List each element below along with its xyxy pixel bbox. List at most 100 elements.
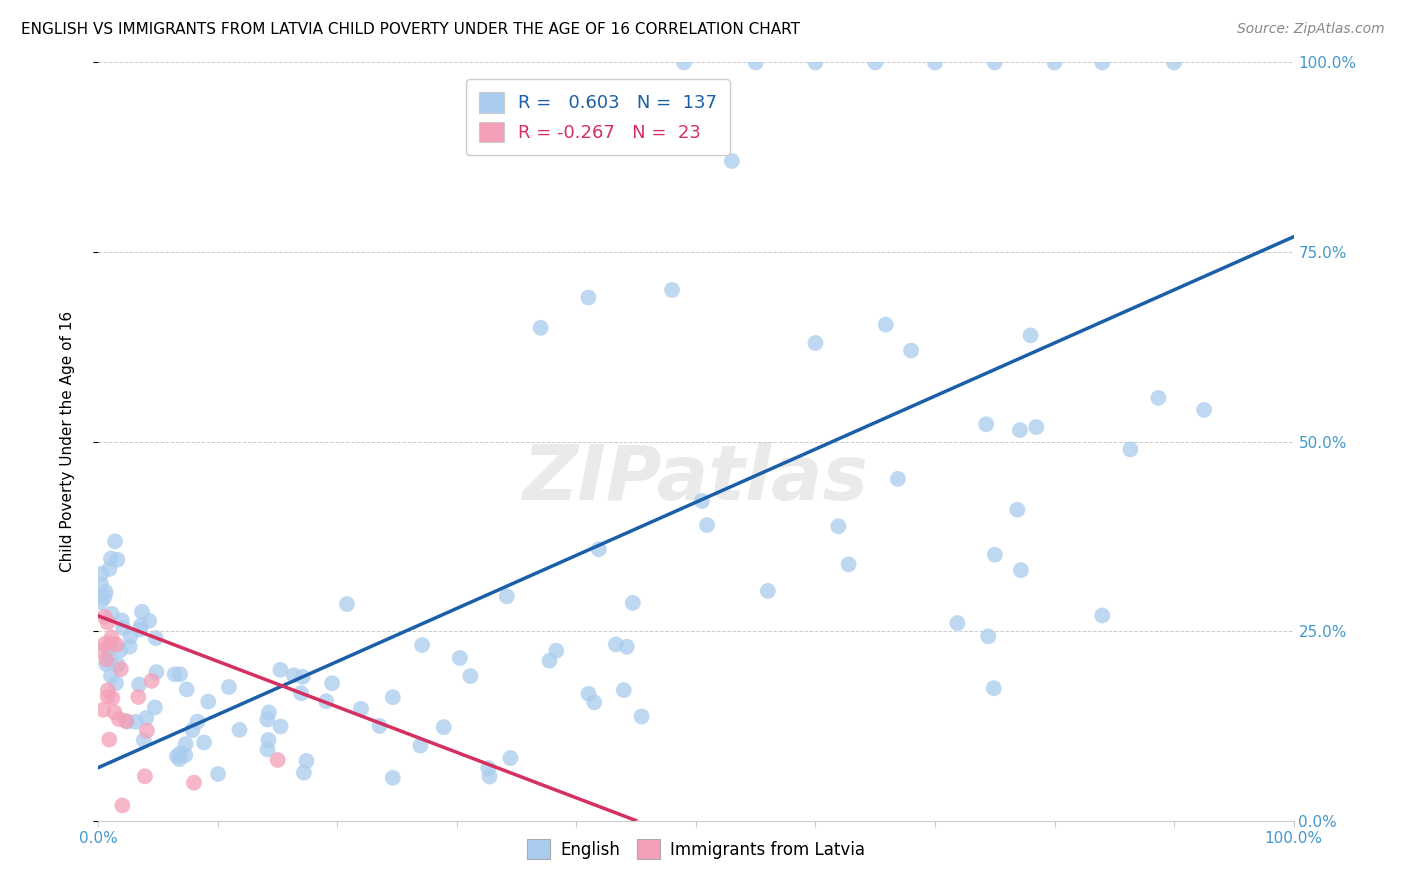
Point xyxy=(96,657,118,671)
Point xyxy=(315,694,337,708)
Point xyxy=(145,665,167,680)
Point xyxy=(690,494,713,508)
Point xyxy=(605,637,627,651)
Point xyxy=(460,669,482,683)
Point xyxy=(977,629,1000,643)
Point xyxy=(135,711,157,725)
Point xyxy=(101,691,124,706)
Point xyxy=(97,642,120,657)
Point xyxy=(1043,55,1066,70)
Point xyxy=(193,735,215,749)
Point xyxy=(368,719,391,733)
Point xyxy=(696,518,718,533)
Point xyxy=(118,640,141,654)
Point xyxy=(409,739,432,753)
Point xyxy=(804,55,827,70)
Point xyxy=(838,558,860,572)
Point xyxy=(887,472,910,486)
Point xyxy=(588,542,610,557)
Point xyxy=(129,623,152,637)
Point xyxy=(101,607,124,621)
Point xyxy=(350,702,373,716)
Point xyxy=(1010,563,1032,577)
Point xyxy=(1119,442,1142,457)
Point xyxy=(257,706,280,720)
Point xyxy=(283,668,305,682)
Point xyxy=(381,690,404,705)
Point xyxy=(138,614,160,628)
Point xyxy=(169,667,191,681)
Point xyxy=(270,719,292,733)
Point xyxy=(110,662,132,676)
Point xyxy=(449,651,471,665)
Point xyxy=(96,652,118,666)
Point xyxy=(578,687,600,701)
Point xyxy=(90,577,112,591)
Point xyxy=(100,551,122,566)
Point xyxy=(336,597,359,611)
Point xyxy=(98,732,121,747)
Point xyxy=(207,767,229,781)
Point xyxy=(228,723,250,737)
Point xyxy=(169,746,191,760)
Point xyxy=(1019,328,1042,343)
Point xyxy=(115,714,138,728)
Point xyxy=(530,320,553,334)
Point xyxy=(111,798,134,813)
Point xyxy=(924,55,946,70)
Point xyxy=(756,583,779,598)
Point xyxy=(974,417,997,432)
Point xyxy=(97,683,120,698)
Point xyxy=(163,667,186,681)
Point xyxy=(98,562,121,576)
Point xyxy=(90,566,112,581)
Point xyxy=(176,682,198,697)
Point xyxy=(93,590,115,604)
Point xyxy=(132,733,155,747)
Point xyxy=(100,669,122,683)
Point xyxy=(105,638,128,652)
Y-axis label: Child Poverty Under the Age of 16: Child Poverty Under the Age of 16 xyxy=(60,311,75,572)
Point xyxy=(900,343,922,358)
Point xyxy=(115,714,138,729)
Point xyxy=(104,706,127,720)
Point xyxy=(983,681,1005,696)
Point xyxy=(578,291,600,305)
Point xyxy=(94,637,117,651)
Point xyxy=(630,709,652,723)
Point xyxy=(98,651,121,665)
Point xyxy=(141,673,163,688)
Point xyxy=(478,770,501,784)
Point xyxy=(984,548,1007,562)
Point xyxy=(538,654,561,668)
Point xyxy=(107,657,129,672)
Point xyxy=(613,683,636,698)
Point xyxy=(433,720,456,734)
Point xyxy=(673,55,696,70)
Point xyxy=(321,676,343,690)
Point xyxy=(94,585,117,599)
Point xyxy=(256,713,278,727)
Point xyxy=(295,754,318,768)
Point xyxy=(100,636,122,650)
Point xyxy=(1007,502,1029,516)
Point xyxy=(1192,402,1215,417)
Point xyxy=(411,638,433,652)
Point xyxy=(183,776,205,790)
Point xyxy=(93,609,115,624)
Point xyxy=(129,618,152,632)
Point xyxy=(499,751,522,765)
Point xyxy=(112,621,135,635)
Point xyxy=(174,748,197,763)
Point xyxy=(875,318,897,332)
Point xyxy=(131,605,153,619)
Point xyxy=(181,723,204,737)
Text: ENGLISH VS IMMIGRANTS FROM LATVIA CHILD POVERTY UNDER THE AGE OF 16 CORRELATION : ENGLISH VS IMMIGRANTS FROM LATVIA CHILD … xyxy=(21,22,800,37)
Point xyxy=(97,690,120,704)
Point xyxy=(105,676,128,690)
Legend: English, Immigrants from Latvia: English, Immigrants from Latvia xyxy=(520,833,872,865)
Point xyxy=(104,534,127,549)
Point xyxy=(291,670,314,684)
Point xyxy=(120,629,142,643)
Point xyxy=(1008,423,1031,437)
